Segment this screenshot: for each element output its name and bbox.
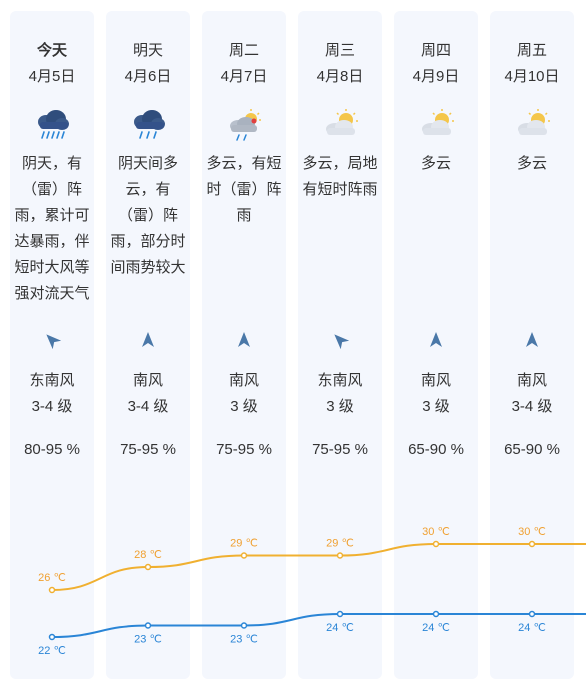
day-date: 4月7日 [220, 68, 268, 85]
day-date: 4月6日 [124, 68, 172, 85]
partly-cloudy-icon [394, 108, 478, 142]
day-name: 周二 [228, 42, 259, 59]
day-name: 周三 [324, 42, 355, 59]
day-header-2: 周二 4月7日 [202, 38, 286, 90]
low-temp-point [336, 610, 344, 618]
high-temp-label: 29 ℃ [326, 538, 354, 550]
wind-level: 3-4 级 [31, 398, 73, 415]
low-temp-label: 23 ℃ [134, 634, 162, 646]
wind-level: 3-4 级 [127, 398, 169, 415]
wind-level: 3 级 [326, 398, 354, 415]
high-temp-point [336, 552, 344, 559]
low-temp-label: 24 ℃ [422, 622, 450, 634]
wind-info-4: 南风 3 级 [394, 368, 478, 420]
humidity-value: 65-90 % [408, 441, 464, 458]
high-temp-label: 30 ℃ [518, 526, 546, 538]
wind-arrow-icon [394, 331, 478, 349]
wind-direction: 南风 [132, 372, 163, 389]
cloudy-shower-icon [202, 108, 286, 142]
wind-arrow-icon [10, 331, 94, 349]
wind-direction: 东南风 [29, 372, 75, 389]
low-temp-point [528, 610, 536, 618]
low-temp-label: 24 ℃ [326, 622, 354, 634]
weather-description: 多云 [516, 155, 547, 172]
wind-info-0: 东南风 3-4 级 [10, 368, 94, 420]
high-temp-label: 28 ℃ [134, 549, 162, 561]
rain-icon [106, 108, 190, 142]
low-temp-label: 22 ℃ [38, 645, 66, 657]
wind-info-5: 南风 3-4 级 [490, 368, 574, 420]
weather-description: 多云，有短时（雷）阵雨 [206, 155, 282, 224]
partly-cloudy-icon [298, 108, 382, 142]
high-temp-label: 29 ℃ [230, 538, 258, 550]
high-temp-point [528, 540, 536, 548]
day-name: 今天 [36, 42, 67, 59]
high-temp-point [432, 540, 440, 548]
day-name: 明天 [132, 42, 163, 59]
wind-direction: 南风 [420, 372, 451, 389]
wind-arrow-icon [106, 331, 190, 349]
low-temp-point [144, 622, 152, 629]
humidity-value: 75-95 % [312, 441, 368, 458]
heavy-rain-icon [10, 108, 94, 142]
low-temp-label: 24 ℃ [518, 622, 546, 634]
wind-direction: 南风 [228, 372, 259, 389]
wind-info-1: 南风 3-4 级 [106, 368, 190, 420]
partly-cloudy-icon [490, 108, 574, 142]
day-header-5: 周五 4月10日 [490, 38, 574, 90]
day-date: 4月9日 [412, 68, 460, 85]
day-date: 4月8日 [316, 68, 364, 85]
day-date: 4月10日 [504, 68, 560, 85]
humidity-value: 75-95 % [216, 441, 272, 458]
humidity-value: 80-95 % [24, 441, 80, 458]
high-temp-point [144, 563, 152, 571]
day-header-0: 今天 4月5日 [10, 38, 94, 90]
weather-description: 多云，局地有短时阵雨 [302, 155, 378, 198]
wind-level: 3 级 [422, 398, 450, 415]
day-name: 周五 [516, 42, 547, 59]
day-header-1: 明天 4月6日 [106, 38, 190, 90]
wind-level: 3 级 [230, 398, 258, 415]
low-temp-label: 23 ℃ [230, 634, 258, 646]
low-temp-point [48, 633, 56, 641]
day-header-3: 周三 4月8日 [298, 38, 382, 90]
weather-description: 多云 [420, 155, 451, 172]
humidity-value: 75-95 % [120, 441, 176, 458]
day-name: 周四 [420, 42, 451, 59]
day-date: 4月5日 [28, 68, 76, 85]
high-temp-line [51, 542, 586, 591]
high-temp-label: 30 ℃ [422, 526, 450, 538]
high-temp-label: 26 ℃ [38, 572, 66, 584]
low-temp-point [432, 610, 440, 618]
weather-description: 阴天，有（雷）阵雨，累计可达暴雨，伴短时大风等强对流天气 [14, 155, 90, 302]
low-temp-line [51, 612, 586, 638]
wind-arrow-icon [298, 331, 382, 349]
wind-info-2: 南风 3 级 [202, 368, 286, 420]
high-temp-point [240, 552, 248, 559]
weather-description: 阴天间多云，有（雷）阵雨，部分时间雨势较大 [110, 155, 186, 276]
low-temp-point [240, 622, 248, 629]
wind-level: 3-4 级 [511, 398, 553, 415]
wind-direction: 东南风 [317, 372, 363, 389]
wind-info-3: 东南风 3 级 [298, 368, 382, 420]
wind-arrow-icon [202, 331, 286, 349]
wind-direction: 南风 [516, 372, 547, 389]
day-header-4: 周四 4月9日 [394, 38, 478, 90]
humidity-value: 65-90 % [504, 441, 560, 458]
high-temp-point [48, 586, 56, 594]
wind-arrow-icon [490, 331, 574, 349]
